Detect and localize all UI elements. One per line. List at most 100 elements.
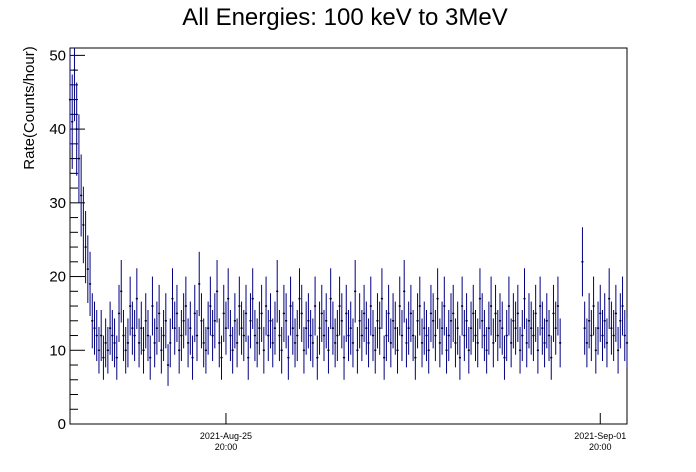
data-point [423,301,426,355]
point-dot [245,312,247,315]
point-dot [189,327,192,329]
point-dot [447,334,450,337]
data-point [269,293,272,349]
point-dot [590,334,593,337]
plot-frame [69,47,628,425]
data-point [434,309,437,362]
data-point [91,293,94,349]
point-dot [222,312,225,315]
data-point [590,309,593,362]
data-point [211,309,214,362]
point-dot [601,334,604,337]
data-point [84,210,87,284]
data-point [253,309,257,362]
data-point [267,309,270,362]
data-point [398,276,401,336]
data-point [474,309,477,362]
point-dot [102,356,105,359]
point-dot [202,342,205,344]
data-point [369,276,372,336]
point-dot [365,327,368,329]
point-dot [87,268,89,270]
point-dot [374,349,377,352]
point-dot [436,297,439,300]
point-dot [312,342,314,344]
data-point [186,318,190,368]
data-point [342,335,346,380]
data-point [550,335,553,380]
point-dot [185,305,187,307]
data-point [409,284,412,342]
x-tick-time: 20:00 [215,442,238,452]
point-dot [229,334,232,337]
data-point [280,326,283,374]
point-dot [285,319,287,322]
data-point [440,301,444,355]
point-dot [541,327,544,329]
point-dot [140,327,143,329]
data-point [260,284,263,342]
data-point [427,326,430,374]
point-dot [485,349,488,352]
point-dot [187,342,189,344]
point-dot [539,305,541,307]
point-dot [599,312,602,315]
point-dot [167,364,169,366]
data-point [365,301,368,355]
data-point [133,309,136,362]
point-dot [474,334,477,337]
data-point [472,284,475,342]
point-dot [227,297,229,300]
data-point [367,318,370,368]
point-dot [309,334,312,337]
point-dot [240,327,243,329]
data-point [389,318,392,368]
data-point [178,326,181,374]
point-dot [378,327,381,329]
data-point [512,293,515,349]
point-dot [198,283,201,285]
point-dot [392,319,394,322]
point-dot [361,334,363,337]
point-dot [552,312,555,315]
point-dot [256,342,258,344]
point-dot [349,327,352,329]
data-point [113,318,116,368]
point-dot [242,334,245,337]
point-dot [434,334,437,337]
point-dot [416,319,419,322]
point-dot [396,349,399,352]
data-point [307,293,310,349]
data-point [240,301,243,355]
point-dot [122,334,125,337]
point-dot [532,334,535,337]
data-point [242,309,245,362]
data-point [469,301,473,355]
y-tick-label: 40 [49,121,66,138]
point-dot [548,334,550,337]
data-point [588,293,591,349]
data-point [616,326,620,374]
point-dot [603,319,606,322]
point-dot [78,157,80,160]
point-dot [127,342,129,344]
data-point [447,309,450,362]
data-point [327,326,330,374]
point-dot [211,334,214,337]
data-point [73,48,76,122]
data-point [229,309,232,362]
data-point [425,309,428,362]
point-dot [234,319,236,322]
data-point [200,293,203,349]
data-point [545,293,548,349]
point-dot [481,319,483,322]
data-point [487,301,490,355]
data-point [387,284,390,342]
data-point [516,284,519,342]
data-point [227,268,230,330]
data-point [411,309,415,362]
data-point [102,335,105,380]
data-point [374,326,377,374]
data-point [530,301,533,355]
point-dot [325,319,328,322]
